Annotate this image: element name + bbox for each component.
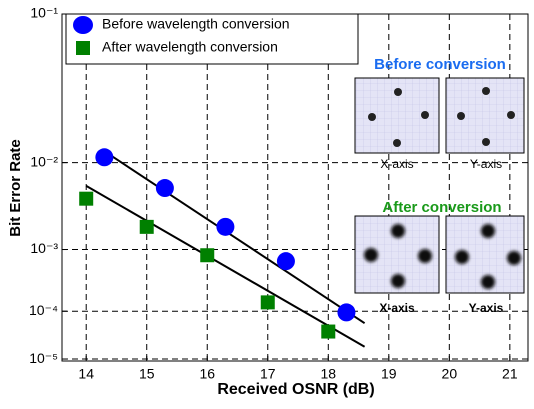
point — [261, 295, 275, 309]
inset-label: X-axis — [380, 157, 413, 171]
x-tick-label: 14 — [78, 366, 94, 382]
x-tick-label: 15 — [139, 366, 155, 382]
inset-label: X-axis — [379, 301, 415, 315]
point — [79, 192, 93, 206]
inset-title: After conversion — [382, 199, 501, 216]
x-tick-label: 19 — [381, 366, 397, 382]
y-axis-label: Bit Error Rate — [7, 139, 24, 237]
point — [200, 248, 214, 262]
point — [216, 218, 234, 236]
x-tick-label: 18 — [320, 366, 336, 382]
inset-title: Before conversion — [374, 56, 506, 73]
point — [156, 179, 174, 197]
x-tick-label: 21 — [502, 366, 518, 382]
chart: Received OSNR (dB) Bit Error Rate 14 15 16… — [0, 0, 534, 404]
point — [95, 148, 113, 166]
legend-marker — [76, 41, 90, 55]
legend-label: Before wavelength conversion — [102, 16, 290, 32]
x-tick-label: 20 — [442, 366, 458, 382]
x-tick-label: 17 — [260, 366, 276, 382]
inset-label: Y-axis — [469, 301, 504, 315]
point — [337, 303, 355, 321]
y-tick-label: 10⁻⁴ — [29, 302, 58, 318]
y-tick-label: 10⁻¹ — [30, 5, 58, 21]
point — [321, 325, 335, 339]
y-tick-label: 10⁻⁵ — [29, 350, 58, 366]
inset-label: Y-axis — [470, 157, 502, 171]
point — [277, 252, 295, 270]
x-axis-label: Received OSNR (dB) — [217, 381, 374, 398]
point — [140, 220, 154, 234]
legend-label: After wavelength conversion — [102, 39, 278, 55]
y-tick-label: 10⁻² — [30, 153, 58, 169]
y-tick-label: 10⁻³ — [30, 240, 58, 256]
legend-marker — [73, 16, 93, 34]
x-tick-label: 16 — [199, 366, 215, 382]
